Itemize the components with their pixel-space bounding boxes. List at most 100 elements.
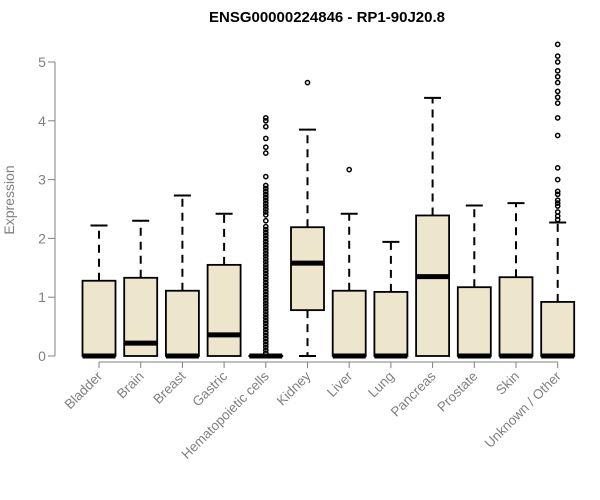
outlier-point	[262, 329, 269, 336]
y-tick-label: 0	[38, 348, 46, 364]
box-iqr	[331, 289, 367, 357]
outlier-point	[554, 197, 561, 204]
box-breast	[164, 194, 200, 359]
outlier-point	[262, 247, 269, 254]
outlier-point	[262, 311, 269, 318]
outlier-point	[262, 285, 269, 292]
box-iqr	[206, 263, 242, 357]
y-axis-label: Expression	[1, 165, 17, 234]
box-iqr	[498, 276, 534, 357]
outlier-point	[262, 276, 269, 283]
boxes-group	[81, 41, 576, 359]
outlier-point	[554, 88, 561, 95]
y-tick-label: 1	[38, 289, 46, 305]
outlier-point	[262, 150, 269, 156]
x-tick-label: Kidney	[274, 368, 314, 408]
outlier-point	[554, 67, 561, 74]
outlier-point	[262, 270, 269, 277]
box-iqr	[81, 279, 117, 357]
y-tick-label: 3	[38, 172, 46, 188]
outlier-point	[554, 115, 561, 121]
outlier-point	[554, 100, 561, 107]
box-lung	[373, 240, 409, 359]
box-kidney	[290, 79, 325, 357]
outlier-point	[262, 238, 269, 245]
outlier-point	[262, 341, 269, 348]
outlier-point	[262, 279, 269, 286]
box-liver	[331, 166, 367, 359]
x-tick-label: Brain	[114, 369, 147, 402]
outlier-point	[262, 194, 269, 201]
box-pancreas	[415, 96, 451, 357]
outlier-point	[554, 132, 561, 139]
outlier-point	[262, 117, 269, 124]
x-tick-label: Breast	[150, 368, 188, 406]
y-axis: 0 1 2 3 4 5	[38, 54, 56, 364]
outlier-point	[262, 291, 269, 298]
box-bladder	[81, 224, 117, 359]
x-tick-label: Pancreas	[388, 368, 439, 419]
box-skin	[498, 202, 534, 359]
outlier-point	[262, 226, 269, 233]
box-iqr	[164, 289, 200, 357]
outlier-point	[262, 332, 269, 339]
outlier-point	[262, 135, 269, 142]
outlier-point	[262, 115, 269, 121]
box-iqr	[415, 214, 451, 357]
outlier-point	[262, 197, 269, 204]
outlier-point	[262, 212, 269, 218]
outlier-point	[554, 191, 561, 198]
outlier-point	[262, 191, 269, 198]
x-tick-label: Skin	[493, 369, 522, 398]
outlier-point	[554, 73, 561, 80]
outlier-point	[262, 288, 269, 295]
outlier-point	[262, 306, 269, 312]
outlier-point	[554, 200, 561, 206]
box-unknown-other	[540, 41, 576, 359]
outlier-point	[262, 300, 269, 306]
outlier-point	[554, 203, 561, 209]
x-tick-label: Gastric	[189, 368, 230, 409]
outlier-point	[554, 79, 561, 86]
outlier-point	[262, 262, 269, 268]
outlier-point	[262, 323, 269, 330]
outlier-point	[554, 59, 561, 65]
outlier-point	[554, 176, 561, 183]
outlier-point	[554, 209, 561, 215]
x-tick-label: Prostate	[434, 369, 480, 415]
x-tick-label: Bladder	[62, 368, 106, 412]
outlier-point	[262, 209, 269, 215]
outlier-point	[262, 317, 269, 324]
outlier-point	[262, 338, 269, 345]
outlier-point	[262, 200, 269, 206]
outlier-point	[554, 94, 561, 101]
outlier-point	[262, 123, 269, 130]
outlier-point	[262, 347, 269, 353]
outlier-point	[262, 253, 269, 259]
outlier-point	[262, 344, 269, 351]
outlier-point	[262, 326, 269, 333]
outlier-point	[262, 303, 269, 309]
outlier-point	[262, 264, 269, 271]
chart-title: ENSG00000224846 - RP1-90J20.8	[209, 9, 445, 26]
outlier-point	[262, 185, 269, 192]
outlier-point	[262, 259, 269, 265]
outlier-point	[262, 223, 269, 230]
outlier-point	[262, 320, 269, 327]
outlier-point	[262, 235, 269, 242]
outlier-point	[262, 244, 269, 251]
x-tick-label: Liver	[324, 368, 356, 400]
outlier-point	[262, 273, 269, 280]
outlier-point	[304, 79, 311, 86]
box-iqr	[456, 286, 492, 357]
outlier-point	[262, 173, 269, 180]
outlier-point	[262, 256, 269, 262]
outlier-point	[554, 41, 561, 48]
outlier-point	[262, 282, 269, 289]
box-iqr	[540, 301, 576, 357]
outlier-point	[346, 166, 353, 173]
y-tick-label: 2	[38, 230, 46, 246]
outlier-point	[554, 188, 561, 195]
outlier-point	[262, 229, 269, 236]
